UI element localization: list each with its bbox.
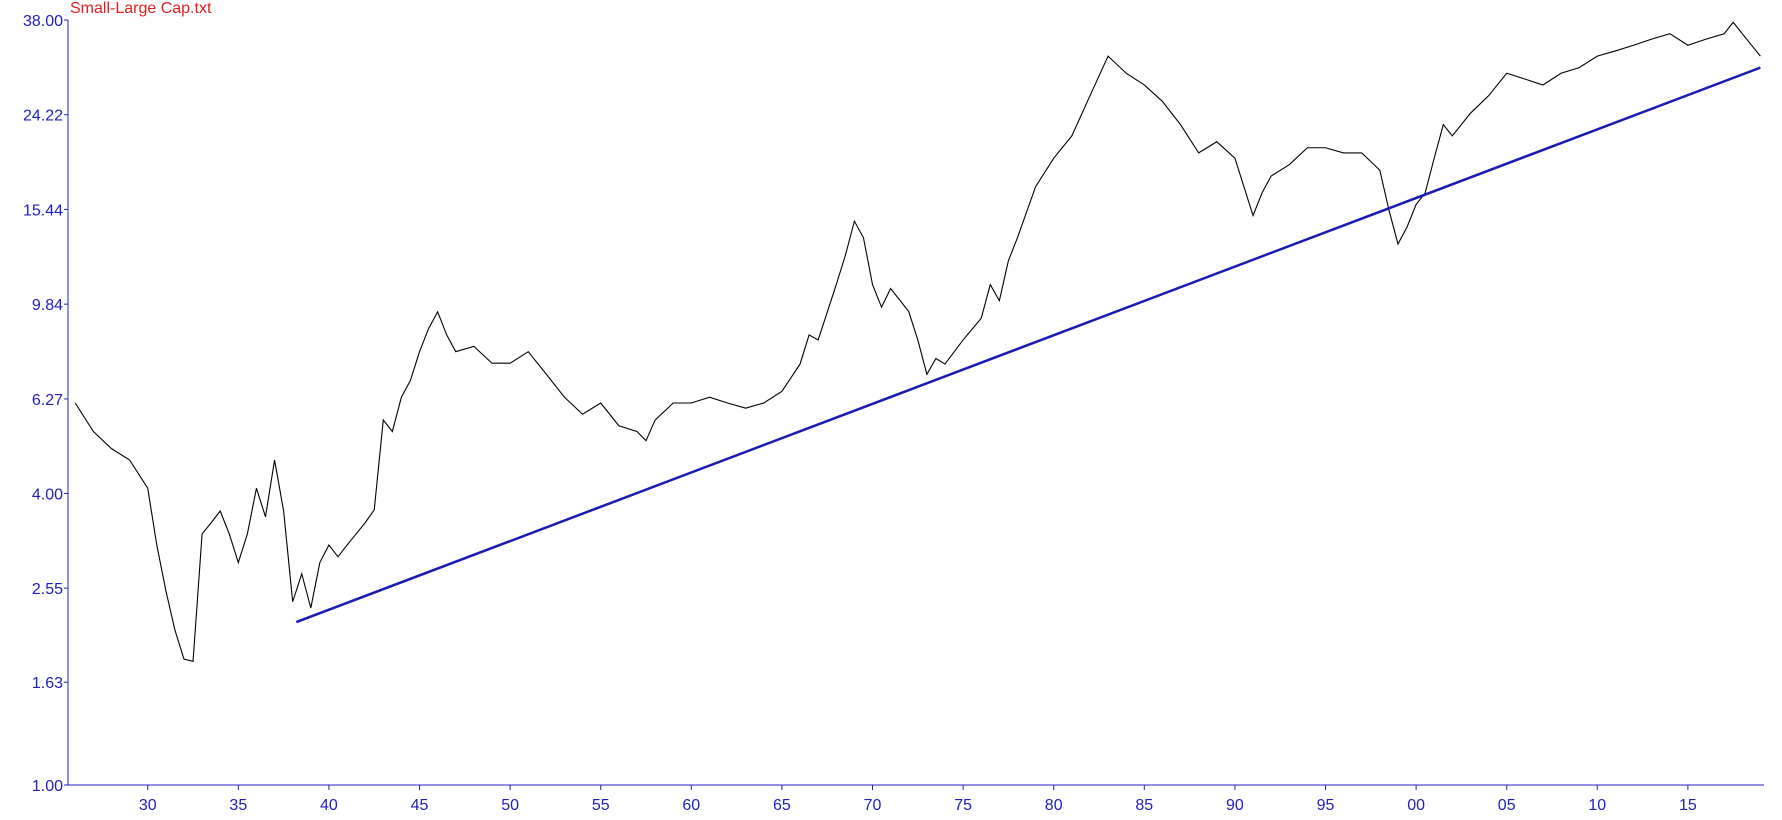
x-tick-label: 05 [1498, 797, 1516, 814]
y-tick-label: 38.00 [23, 13, 63, 30]
y-tick-label: 15.44 [23, 202, 63, 219]
x-tick-label: 65 [773, 797, 791, 814]
x-tick-label: 75 [954, 797, 972, 814]
x-tick-label: 40 [320, 797, 338, 814]
x-tick-label: 45 [411, 797, 429, 814]
y-tick-label: 1.00 [32, 778, 63, 795]
x-tick-label: 85 [1135, 797, 1153, 814]
x-tick-label: 90 [1226, 797, 1244, 814]
y-tick-label: 6.27 [32, 392, 63, 409]
x-tick-label: 35 [229, 797, 247, 814]
x-tick-label: 30 [139, 797, 157, 814]
chart-title: Small-Large Cap.txt [70, 0, 212, 17]
y-tick-label: 24.22 [23, 108, 63, 125]
x-tick-label: 55 [592, 797, 610, 814]
y-tick-label: 4.00 [32, 486, 63, 503]
x-tick-label: 95 [1317, 797, 1335, 814]
y-tick-label: 2.55 [32, 581, 63, 598]
y-tick-label: 1.63 [32, 675, 63, 692]
x-tick-label: 15 [1679, 797, 1697, 814]
x-tick-label: 00 [1407, 797, 1425, 814]
x-tick-label: 50 [501, 797, 519, 814]
x-tick-label: 60 [682, 797, 700, 814]
y-tick-label: 9.84 [32, 297, 63, 314]
x-tick-label: 80 [1045, 797, 1063, 814]
series-line [74, 21, 1761, 663]
x-tick-label: 70 [864, 797, 882, 814]
series-line [295, 66, 1761, 624]
x-tick-label: 10 [1588, 797, 1606, 814]
